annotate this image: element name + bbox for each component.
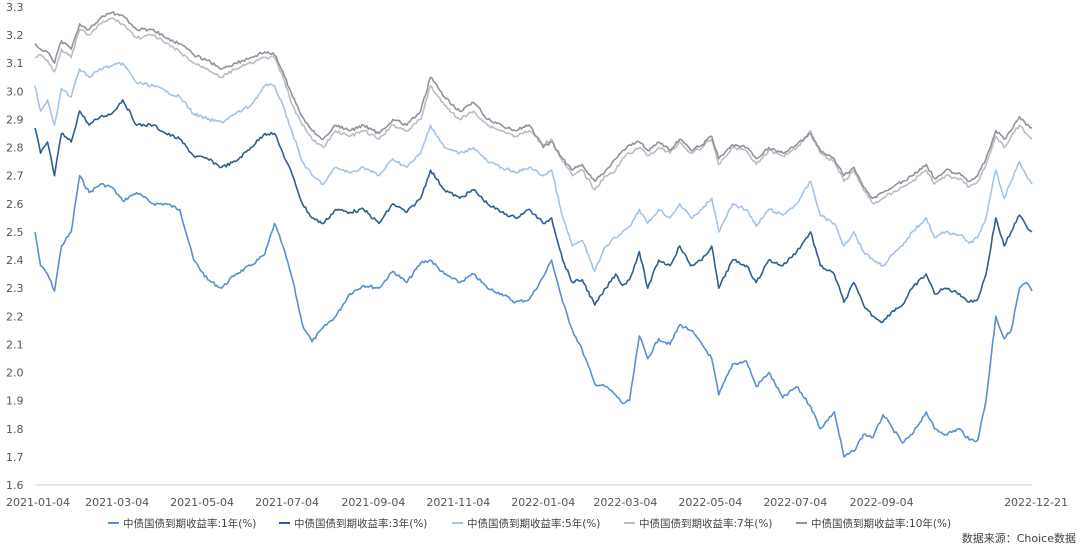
y-tick-label: 3.3: [6, 1, 24, 14]
x-tick-label: 2022-01-04: [511, 496, 575, 509]
y-tick-label: 2.6: [6, 198, 24, 211]
data-source-note: 数据来源：Choice数据: [962, 531, 1076, 545]
y-tick-label: 2.5: [6, 226, 24, 239]
y-tick-label: 2.3: [6, 282, 24, 295]
y-tick-label: 2.4: [6, 254, 24, 267]
y-tick-label: 3.1: [6, 57, 24, 70]
series-line-3: [34, 61, 1033, 273]
series-line-5: [34, 11, 1033, 199]
legend: 中债国债到期收益率:1年(%) 中债国债到期收益率:3年(%) 中债国债到期收益率:…: [108, 517, 951, 530]
y-tick-label: 3.2: [6, 29, 24, 42]
y-tick-label: 2.7: [6, 170, 24, 183]
x-tick-label: 2021-09-04: [341, 496, 405, 509]
legend-label: 中债国债到期收益率:5年(%): [467, 517, 600, 530]
y-tick-label: 1.7: [6, 451, 24, 464]
y-tick-label: 2.2: [6, 310, 24, 323]
x-tick-label: 2022-09-04: [850, 496, 914, 509]
y-axis-ticks: 3.3 3.2 3.1 3.0 2.9 2.8 2.7 2.6 2.5 2.4 2.3 2.2 2.1 2…: [6, 1, 24, 492]
x-axis-ticks: 2021-01-04 2021-03-04 2021-05-04 2021-07-04…: [6, 496, 1068, 509]
y-tick-label: 1.6: [6, 479, 24, 492]
x-tick-label: 2021-03-04: [85, 496, 149, 509]
x-tick-label: 2022-03-04: [593, 496, 657, 509]
y-tick-label: 2.1: [6, 338, 24, 351]
y-tick-label: 1.8: [6, 423, 24, 436]
legend-label: 中债国债到期收益率:1年(%): [123, 517, 256, 530]
series-line-1: [34, 174, 1033, 458]
y-tick-label: 2.8: [6, 142, 24, 155]
x-tick-label: 2021-01-04: [6, 496, 70, 509]
y-tick-label: 2.9: [6, 113, 24, 126]
series-line-2: [34, 99, 1033, 324]
y-tick-label: 1.9: [6, 395, 24, 408]
series-line-4: [34, 17, 1033, 205]
x-tick-label: 2021-11-04: [426, 496, 490, 509]
legend-label: 中债国债到期收益率:7年(%): [639, 517, 772, 530]
legend-label: 中债国债到期收益率:3年(%): [294, 517, 427, 530]
y-tick-label: 3.0: [6, 85, 24, 98]
x-tick-label: 2022-07-04: [763, 496, 827, 509]
x-tick-label: 2022-12-21: [1004, 496, 1068, 509]
x-tick-label: 2021-05-04: [170, 496, 234, 509]
x-tick-label: 2021-07-04: [255, 496, 319, 509]
x-tick-label: 2022-05-04: [678, 496, 742, 509]
legend-label: 中债国债到期收益率:10年(%): [811, 517, 951, 530]
y-tick-label: 2.0: [6, 367, 24, 380]
series-lines: [34, 11, 1033, 458]
